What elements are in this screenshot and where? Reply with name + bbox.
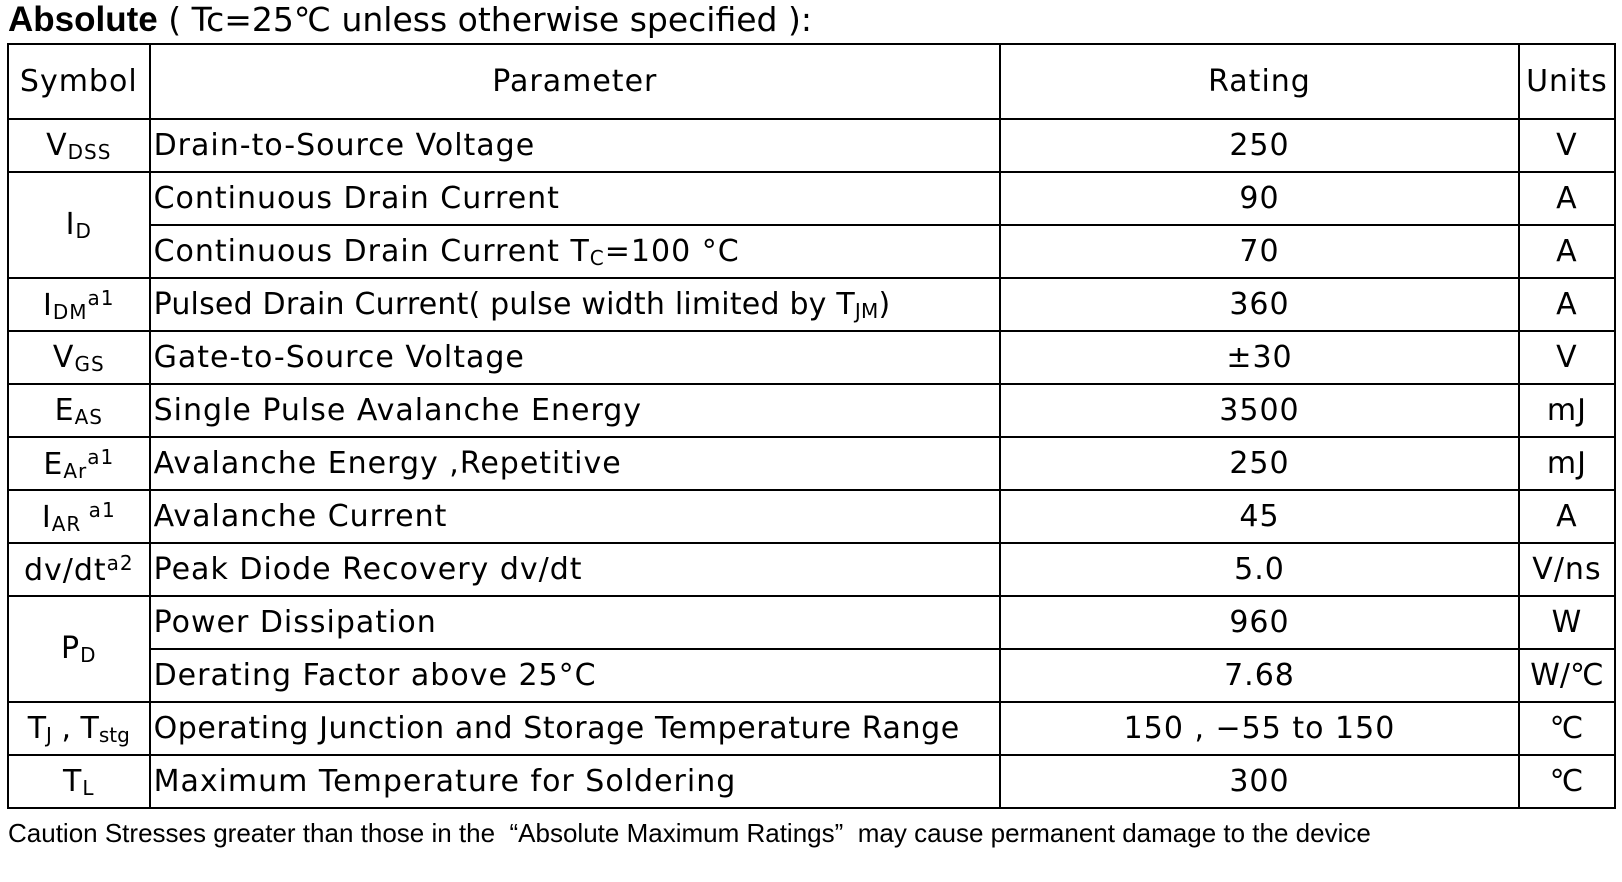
rating-cell: 360 xyxy=(999,277,1520,332)
table-row: dv/dta2 Peak Diode Recovery dv/dt 5.0 V/… xyxy=(7,542,1617,597)
unit-cell: A xyxy=(1517,171,1617,226)
header-units: Units xyxy=(1517,43,1617,120)
absolute-ratings-table: Symbol Parameter Rating Units VDSS Drain… xyxy=(7,43,1617,809)
rating-cell: 5.0 xyxy=(999,542,1520,597)
symbol-cell: IDMa1 xyxy=(7,277,151,332)
header-rating: Rating xyxy=(999,43,1520,120)
parameter-cell: Derating Factor above 25°C xyxy=(148,648,1002,703)
parameter-cell: Gate-to-Source Voltage xyxy=(148,330,1002,385)
unit-cell: A xyxy=(1517,224,1617,279)
rating-cell: 70 xyxy=(999,224,1520,279)
unit-cell: W/℃ xyxy=(1517,648,1617,703)
table-row: IDMa1 Pulsed Drain Current( pulse width … xyxy=(7,277,1617,332)
parameter-cell: Peak Diode Recovery dv/dt xyxy=(148,542,1002,597)
rating-cell: 960 xyxy=(999,595,1520,650)
symbol-cell: TL xyxy=(7,754,151,809)
symbol-cell: VDSS xyxy=(7,118,151,173)
unit-cell: V/ns xyxy=(1517,542,1617,597)
parameter-cell: Avalanche Energy ,Repetitive xyxy=(148,436,1002,491)
section-heading: Absolute ( Tc=25℃ unless otherwise speci… xyxy=(8,0,812,40)
symbol-cell: ID xyxy=(7,171,151,279)
symbol-cell: TJ , Tstg xyxy=(7,701,151,756)
symbol-cell: VGS xyxy=(7,330,151,385)
unit-cell: ℃ xyxy=(1517,754,1617,809)
symbol-cell: IAR a1 xyxy=(7,489,151,544)
table-row: Derating Factor above 25°C 7.68 W/℃ xyxy=(8,648,1617,703)
rating-cell: 7.68 xyxy=(999,648,1520,703)
table-row: ID Continuous Drain Current 90 A xyxy=(7,171,1617,279)
heading-rest: ( Tc=25℃ unless otherwise specified ): xyxy=(157,0,812,39)
rating-cell: 250 xyxy=(999,436,1520,491)
table-row: VGS Gate-to-Source Voltage ±30 V xyxy=(7,330,1617,385)
caution-note: Caution Stresses greater than those in t… xyxy=(8,818,1371,848)
table-row: EAS Single Pulse Avalanche Energy 3500 m… xyxy=(7,383,1617,438)
table-row: TL Maximum Temperature for Soldering 300… xyxy=(7,754,1617,809)
parameter-cell: Maximum Temperature for Soldering xyxy=(148,754,1002,809)
parameter-cell: Continuous Drain Current TC=100 °C xyxy=(148,224,1002,279)
table-row: TJ , Tstg Operating Junction and Storage… xyxy=(7,701,1617,756)
rating-cell: ±30 xyxy=(999,330,1520,385)
parameter-cell: Avalanche Current xyxy=(148,489,1002,544)
unit-cell: mJ xyxy=(1517,383,1617,438)
parameter-cell: Pulsed Drain Current( pulse width limite… xyxy=(148,277,1002,332)
rating-cell: 45 xyxy=(999,489,1520,544)
rating-cell: 250 xyxy=(999,118,1520,173)
header-symbol: Symbol xyxy=(7,43,151,120)
heading-bold: Absolute xyxy=(8,0,158,39)
symbol-cell: PD xyxy=(7,595,151,703)
rating-cell: 3500 xyxy=(999,383,1520,438)
unit-cell: mJ xyxy=(1517,436,1617,491)
unit-cell: V xyxy=(1517,118,1617,173)
table-row: VDSS Drain-to-Source Voltage 250 V xyxy=(7,118,1617,173)
rating-cell: 150 , −55 to 150 xyxy=(999,701,1520,756)
header-parameter: Parameter xyxy=(148,43,1002,120)
table-row: Continuous Drain Current TC=100 °C 70 A xyxy=(8,224,1617,279)
unit-cell: ℃ xyxy=(1517,701,1617,756)
rating-cell: 90 xyxy=(999,171,1520,226)
symbol-cell: dv/dta2 xyxy=(7,542,151,597)
table-row: PD Power Dissipation 960 W xyxy=(7,595,1617,703)
parameter-cell: Operating Junction and Storage Temperatu… xyxy=(148,701,1002,756)
parameter-cell: Drain-to-Source Voltage xyxy=(148,118,1002,173)
table-header-row: Symbol Parameter Rating Units xyxy=(7,43,1617,120)
unit-cell: A xyxy=(1517,277,1617,332)
unit-cell: V xyxy=(1517,330,1617,385)
unit-cell: A xyxy=(1517,489,1617,544)
parameter-cell: Continuous Drain Current xyxy=(148,171,1002,226)
rating-cell: 300 xyxy=(999,754,1520,809)
table-row: EAra1 Avalanche Energy ,Repetitive 250 m… xyxy=(7,436,1617,491)
symbol-cell: EAra1 xyxy=(7,436,151,491)
unit-cell: W xyxy=(1517,595,1617,650)
parameter-cell: Power Dissipation xyxy=(148,595,1002,650)
table-row: IAR a1 Avalanche Current 45 A xyxy=(7,489,1617,544)
symbol-cell: EAS xyxy=(7,383,151,438)
parameter-cell: Single Pulse Avalanche Energy xyxy=(148,383,1002,438)
